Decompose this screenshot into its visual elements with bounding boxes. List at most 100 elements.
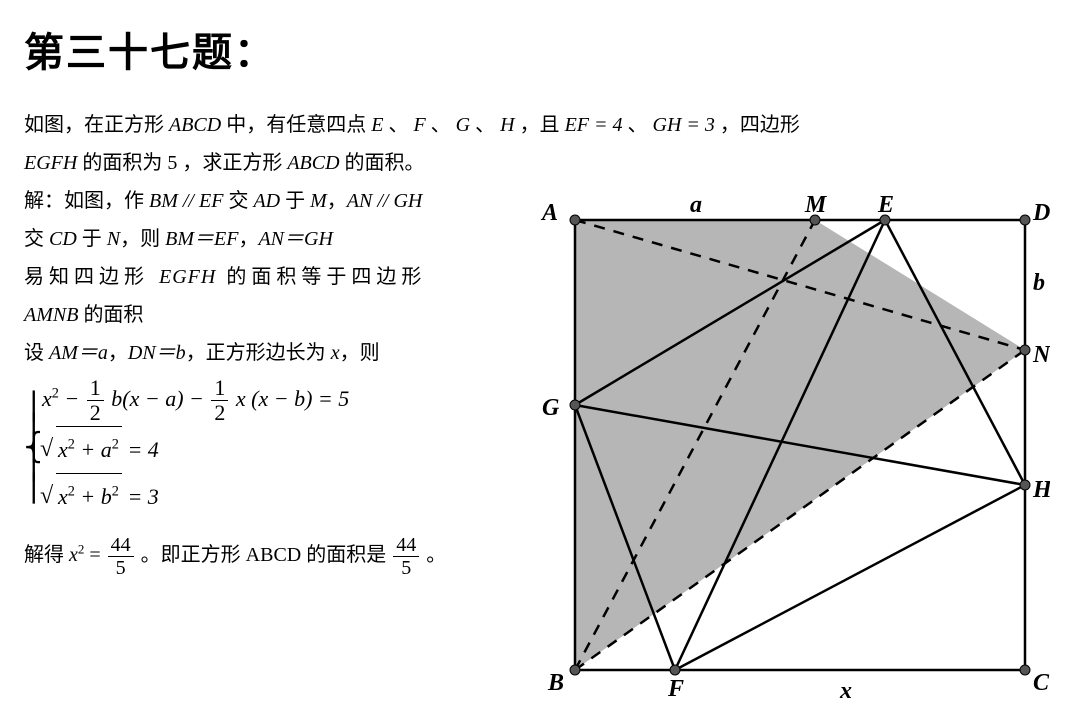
svg-text:E: E — [877, 192, 894, 218]
txt: 的面积 — [78, 304, 143, 326]
frac-44-5-b: 445 — [393, 534, 419, 579]
eq-2: x2 + a2 = 4 — [42, 426, 554, 473]
num: 1 — [87, 376, 104, 401]
txt: 于 — [77, 228, 107, 250]
txt: 于 — [280, 190, 310, 212]
sol-line-2: 交 CD 于 N，则 BM＝EF，AN＝GH — [24, 220, 554, 258]
sep: 、 — [470, 114, 500, 136]
geometry-diagram: ADBCMENGHFabx — [530, 190, 1050, 725]
sol-line-1: 解：如图，作 BM // EF 交 AD 于 M，AN // GH — [24, 182, 554, 220]
txt: ， — [238, 228, 258, 250]
rhs: x (x − b) = 5 — [236, 386, 349, 411]
txt: 的面积为 — [77, 152, 167, 174]
txt: 设 — [24, 342, 49, 364]
mid: b(x − a) − — [111, 386, 204, 411]
svg-text:b: b — [1033, 270, 1045, 296]
sol-line-4: AMNB 的面积 — [24, 296, 554, 334]
den: 2 — [211, 401, 228, 425]
frac-half-1: 12 — [87, 376, 104, 425]
txt: 。即正方形 ABCD 的面积是 — [136, 544, 392, 566]
sol-line-3: 易知四边形 EGFH 的面积等于四边形 — [24, 258, 554, 296]
txt: 易知四边形 — [24, 266, 159, 288]
answer-line: 解得 x2 = 445 。即正方形 ABCD 的面积是 445 。 — [24, 534, 554, 579]
txt: 解得 — [24, 544, 69, 566]
txt: ，且 — [515, 114, 565, 136]
svg-text:F: F — [667, 676, 684, 702]
egfh: EGFH — [159, 266, 216, 288]
eq-3: x2 + b2 = 3 — [42, 473, 554, 520]
pt-g: G — [456, 114, 470, 136]
txt: 的面积。 — [340, 152, 425, 174]
pt-f: F — [413, 114, 425, 136]
an-eq-gh: AN＝GH — [258, 228, 332, 250]
txt: 交 — [24, 228, 49, 250]
bm-eq-ef: BM＝EF — [165, 228, 238, 250]
brace-icon: ⎨ ⎪ ⎪ ⎪ ⎪ — [24, 376, 40, 520]
cd: CD — [49, 228, 77, 250]
num: 44 — [393, 534, 419, 557]
txt: 解：如图，作 — [24, 190, 149, 212]
txt: 的面积等于四边形 — [216, 266, 426, 288]
x: x — [69, 544, 78, 566]
svg-text:H: H — [1032, 477, 1050, 503]
x: x — [58, 437, 68, 462]
ad: AD — [253, 190, 280, 212]
svg-text:x: x — [839, 678, 852, 704]
gh-eq: GH = 3 — [653, 114, 715, 136]
am-a: AM＝a — [49, 342, 108, 364]
ef-eq: EF = 4 — [565, 114, 623, 136]
page-title: 第三十七题： — [24, 20, 1056, 78]
svg-text:M: M — [804, 192, 828, 218]
amnb: AMNB — [24, 304, 78, 326]
dn-b: DN＝b — [128, 342, 186, 364]
txt: 。 — [421, 544, 446, 566]
txt: 中，有任意四点 — [221, 114, 371, 136]
pt-e: E — [371, 114, 383, 136]
problem-line-2: EGFH 的面积为 5 ，求正方形 ABCD 的面积。 — [24, 144, 554, 182]
plus-b: + b — [75, 484, 112, 509]
n: N — [107, 228, 120, 250]
txt: ，则 — [120, 228, 165, 250]
num: 1 — [211, 376, 228, 401]
den: 5 — [108, 557, 134, 579]
quad-name: EGFH — [24, 152, 77, 174]
pt-h: H — [500, 114, 514, 136]
txt: ，则 — [340, 342, 380, 364]
num: 44 — [108, 534, 134, 557]
svg-text:B: B — [547, 670, 564, 696]
svg-text:A: A — [540, 200, 558, 226]
svg-text:N: N — [1032, 342, 1050, 368]
sep: 、 — [383, 114, 413, 136]
var-x: x — [331, 342, 340, 364]
svg-text:D: D — [1032, 200, 1050, 226]
den: 5 — [393, 557, 419, 579]
plus-a: + a — [75, 437, 112, 462]
frac-44-5: 445 — [108, 534, 134, 579]
txt: ，求正方形 — [177, 152, 287, 174]
svg-text:G: G — [542, 395, 560, 421]
equation-system: ⎨ ⎪ ⎪ ⎪ ⎪ x2 − 12 b(x − a) − 12 x (x − b… — [24, 376, 554, 520]
txt: ， — [108, 342, 128, 364]
sep: 、 — [623, 114, 653, 136]
den: 2 — [87, 401, 104, 425]
problem-line-1: 如图，在正方形 ABCD 中，有任意四点 E 、 F 、 G 、 H ，且 EF… — [24, 106, 1044, 144]
txt: ， — [327, 190, 347, 212]
an-gh: AN // GH — [347, 190, 423, 212]
square-name: ABCD — [169, 114, 221, 136]
bm-ef: BM // EF — [149, 190, 223, 212]
content-area: 如图，在正方形 ABCD 中，有任意四点 E 、 F 、 G 、 H ，且 EF… — [24, 106, 1056, 579]
m: M — [310, 190, 327, 212]
txt: 如图，在正方形 — [24, 114, 169, 136]
x: x — [58, 484, 68, 509]
eq: = — [84, 544, 105, 566]
x: x — [42, 386, 52, 411]
rhs: = 4 — [122, 437, 159, 462]
sol-line-5: 设 AM＝a，DN＝b，正方形边长为 x，则 — [24, 334, 554, 372]
rhs: = 3 — [122, 484, 159, 509]
frac-half-2: 12 — [211, 376, 228, 425]
txt: 交 — [223, 190, 253, 212]
eq-1: x2 − 12 b(x − a) − 12 x (x − b) = 5 — [42, 376, 554, 426]
square-name-2: ABCD — [287, 152, 339, 174]
sqrt-icon: x2 + b2 — [42, 473, 122, 520]
svg-text:a: a — [690, 192, 702, 218]
